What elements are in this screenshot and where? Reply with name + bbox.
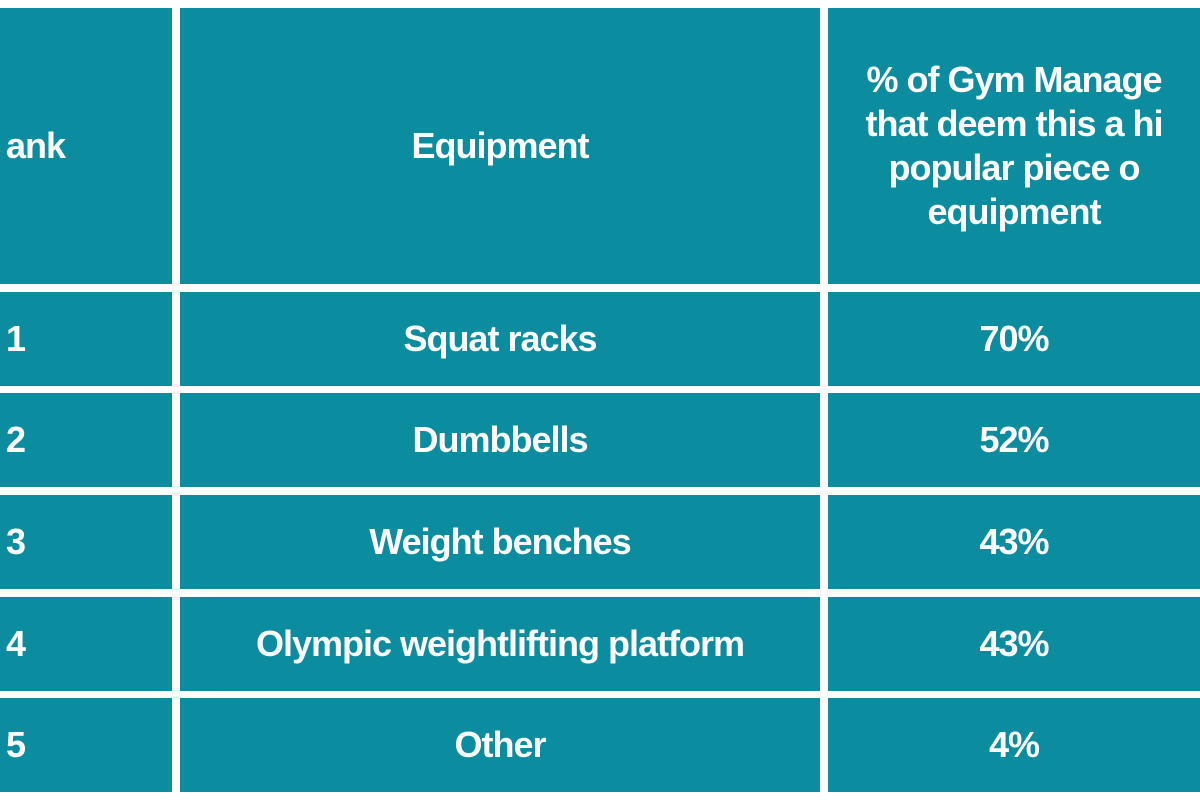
percent-cell: 52% [828, 393, 1200, 487]
header-rank: ank [6, 125, 66, 166]
equipment: Squat racks [403, 318, 597, 359]
equipment: Olympic weightlifting platform [255, 623, 745, 664]
header-line: % of Gym Manage [866, 59, 1162, 100]
equipment-cell: Olympic weightlifting platform [180, 597, 820, 691]
rank: 3 [6, 521, 26, 562]
header-cell: Equipment [180, 8, 820, 284]
equipment: Dumbbells [412, 419, 588, 460]
equipment-cell: Weight benches [180, 495, 820, 589]
percent: 43% [979, 521, 1049, 562]
percent-cell: 4% [828, 698, 1200, 792]
rank: 4 [6, 623, 26, 664]
rank-cell: 5 [0, 698, 172, 792]
percent: 52% [979, 419, 1049, 460]
equipment-cell: Squat racks [180, 292, 820, 386]
rank-cell: 3 [0, 495, 172, 589]
equipment: Weight benches [369, 521, 631, 562]
rank: 5 [6, 724, 26, 765]
percent-cell: 43% [828, 597, 1200, 691]
rank: 1 [6, 318, 26, 359]
header-equipment: Equipment [411, 125, 590, 166]
equipment-cell: Dumbbells [180, 393, 820, 487]
rank-cell: 4 [0, 597, 172, 691]
percent-cell: 70% [828, 292, 1200, 386]
percent: 70% [979, 318, 1049, 359]
header-percent: % of Gym Manage that deem this a hi popula… [828, 58, 1200, 234]
header-line: that deem this a hi [865, 103, 1163, 144]
header-line: popular piece o [888, 147, 1140, 188]
percent: 4% [988, 724, 1040, 765]
header-line: equipment [927, 191, 1101, 232]
equipment-cell: Other [180, 698, 820, 792]
equipment: Other [454, 724, 546, 765]
rank-cell: 2 [0, 393, 172, 487]
percent: 43% [979, 623, 1049, 664]
rank-cell: 1 [0, 292, 172, 386]
rank: 2 [6, 419, 26, 460]
header-cell: ank [0, 8, 172, 284]
percent-cell: 43% [828, 495, 1200, 589]
header-cell: % of Gym Manage that deem this a hi popula… [828, 8, 1200, 284]
